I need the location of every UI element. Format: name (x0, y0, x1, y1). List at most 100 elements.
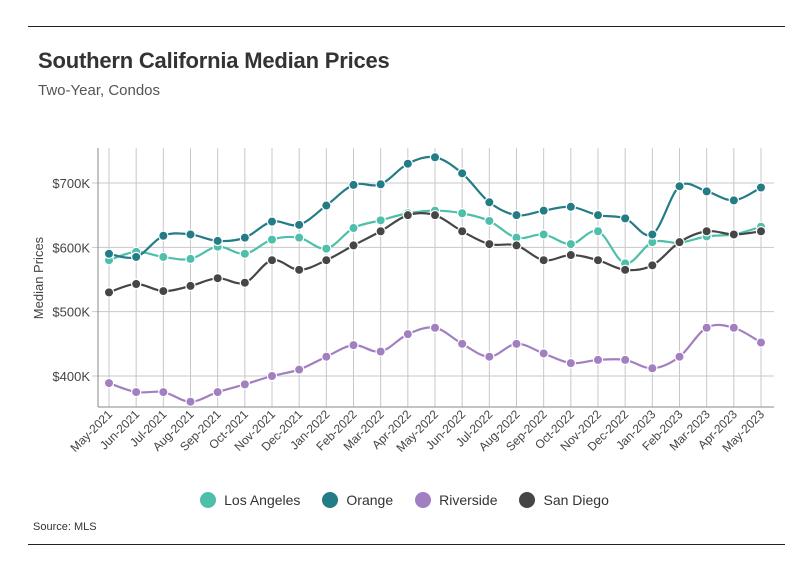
data-point-orange (674, 181, 685, 192)
data-point-orange (185, 229, 196, 240)
data-point-riverside (293, 364, 305, 375)
legend-label: San Diego (543, 492, 609, 508)
data-point-san-diego (647, 260, 658, 271)
data-point-los-angeles (239, 248, 251, 259)
data-point-san-diego (565, 249, 577, 261)
data-point-riverside (130, 386, 142, 398)
top-rule (28, 26, 785, 27)
data-point-los-angeles (375, 215, 386, 226)
data-point-orange (647, 229, 658, 240)
data-point-riverside (266, 370, 278, 382)
data-point-san-diego (538, 255, 549, 266)
chart-title: Southern California Median Prices (38, 48, 390, 73)
legend-item-los-angeles: Los Angeles (200, 492, 300, 508)
data-point-orange (484, 197, 495, 208)
data-point-san-diego (511, 240, 522, 251)
chart-subtitle: Two-Year, Condos (38, 82, 161, 99)
data-point-san-diego (484, 238, 495, 250)
y-tick-label: $400K (52, 369, 90, 384)
data-point-orange (212, 235, 223, 247)
data-point-orange (456, 168, 468, 179)
data-point-riverside (565, 357, 577, 369)
data-point-orange (402, 158, 414, 169)
data-point-riverside (185, 396, 196, 407)
data-point-orange (429, 152, 441, 163)
data-point-orange (592, 209, 604, 221)
data-point-san-diego (701, 226, 712, 237)
data-point-los-angeles (266, 234, 278, 245)
data-point-orange (130, 251, 142, 263)
data-point-san-diego (619, 264, 631, 276)
data-point-los-angeles (565, 238, 577, 250)
legend-label: Riverside (439, 492, 498, 508)
data-point-san-diego (755, 226, 767, 237)
data-point-orange (321, 200, 332, 211)
data-point-san-diego (266, 255, 278, 266)
data-point-san-diego (375, 226, 386, 237)
data-point-orange (239, 232, 251, 243)
data-point-riverside (728, 322, 740, 333)
data-point-riverside (538, 348, 549, 359)
data-point-los-angeles (158, 251, 169, 263)
data-point-san-diego (321, 255, 332, 266)
y-tick-label: $700K (52, 176, 90, 191)
data-point-san-diego (674, 236, 685, 248)
data-point-los-angeles (538, 229, 549, 240)
data-point-san-diego (293, 264, 305, 276)
data-point-riverside (755, 337, 767, 348)
data-point-riverside (456, 338, 468, 350)
data-point-san-diego (158, 285, 169, 297)
data-point-orange (619, 213, 631, 224)
legend-item-san-diego: San Diego (519, 492, 609, 508)
legend-label: Los Angeles (224, 492, 301, 508)
chart-legend: Los Angeles Orange Riverside San Diego (0, 492, 809, 508)
data-point-orange (701, 186, 712, 197)
source-note: Source: MLS (33, 521, 97, 533)
legend-item-orange: Orange (322, 492, 393, 508)
data-point-san-diego (456, 226, 468, 237)
data-point-orange (728, 195, 740, 206)
data-point-los-angeles (293, 232, 305, 243)
legend-marker-icon (200, 492, 217, 508)
data-point-riverside (592, 354, 604, 366)
y-tick-label: $500K (52, 305, 90, 320)
data-point-orange (511, 209, 522, 221)
legend-marker-icon (519, 492, 536, 508)
data-point-riverside (239, 379, 251, 390)
legend-label: Orange (346, 492, 394, 508)
data-point-los-angeles (592, 226, 604, 237)
data-point-san-diego (402, 209, 414, 221)
data-point-san-diego (239, 277, 251, 288)
data-point-riverside (674, 351, 685, 362)
data-point-los-angeles (185, 253, 196, 265)
data-point-riverside (429, 322, 441, 333)
data-point-san-diego (130, 278, 142, 290)
legend-marker-icon (415, 492, 432, 508)
data-point-san-diego (212, 273, 223, 284)
data-point-orange (293, 219, 305, 231)
legend-marker-icon (322, 492, 339, 508)
data-point-orange (158, 230, 169, 241)
data-point-riverside (348, 339, 359, 351)
data-point-orange (538, 205, 549, 216)
y-axis-title: Median Prices (31, 236, 46, 319)
data-point-riverside (701, 322, 712, 333)
data-point-san-diego (348, 240, 359, 251)
data-point-riverside (619, 354, 631, 366)
data-point-riverside (321, 351, 332, 362)
data-point-riverside (158, 386, 169, 398)
data-point-san-diego (728, 229, 740, 240)
data-point-riverside (103, 377, 115, 389)
data-point-riverside (647, 363, 658, 374)
legend-item-riverside: Riverside (415, 492, 497, 508)
data-point-riverside (402, 328, 414, 340)
data-point-los-angeles (321, 243, 332, 254)
data-point-san-diego (429, 209, 441, 221)
data-point-riverside (212, 386, 223, 398)
data-point-los-angeles (348, 222, 359, 234)
data-point-orange (565, 201, 577, 213)
data-point-orange (266, 216, 278, 227)
data-point-riverside (484, 351, 495, 362)
data-point-riverside (511, 338, 522, 350)
data-point-los-angeles (484, 215, 495, 227)
